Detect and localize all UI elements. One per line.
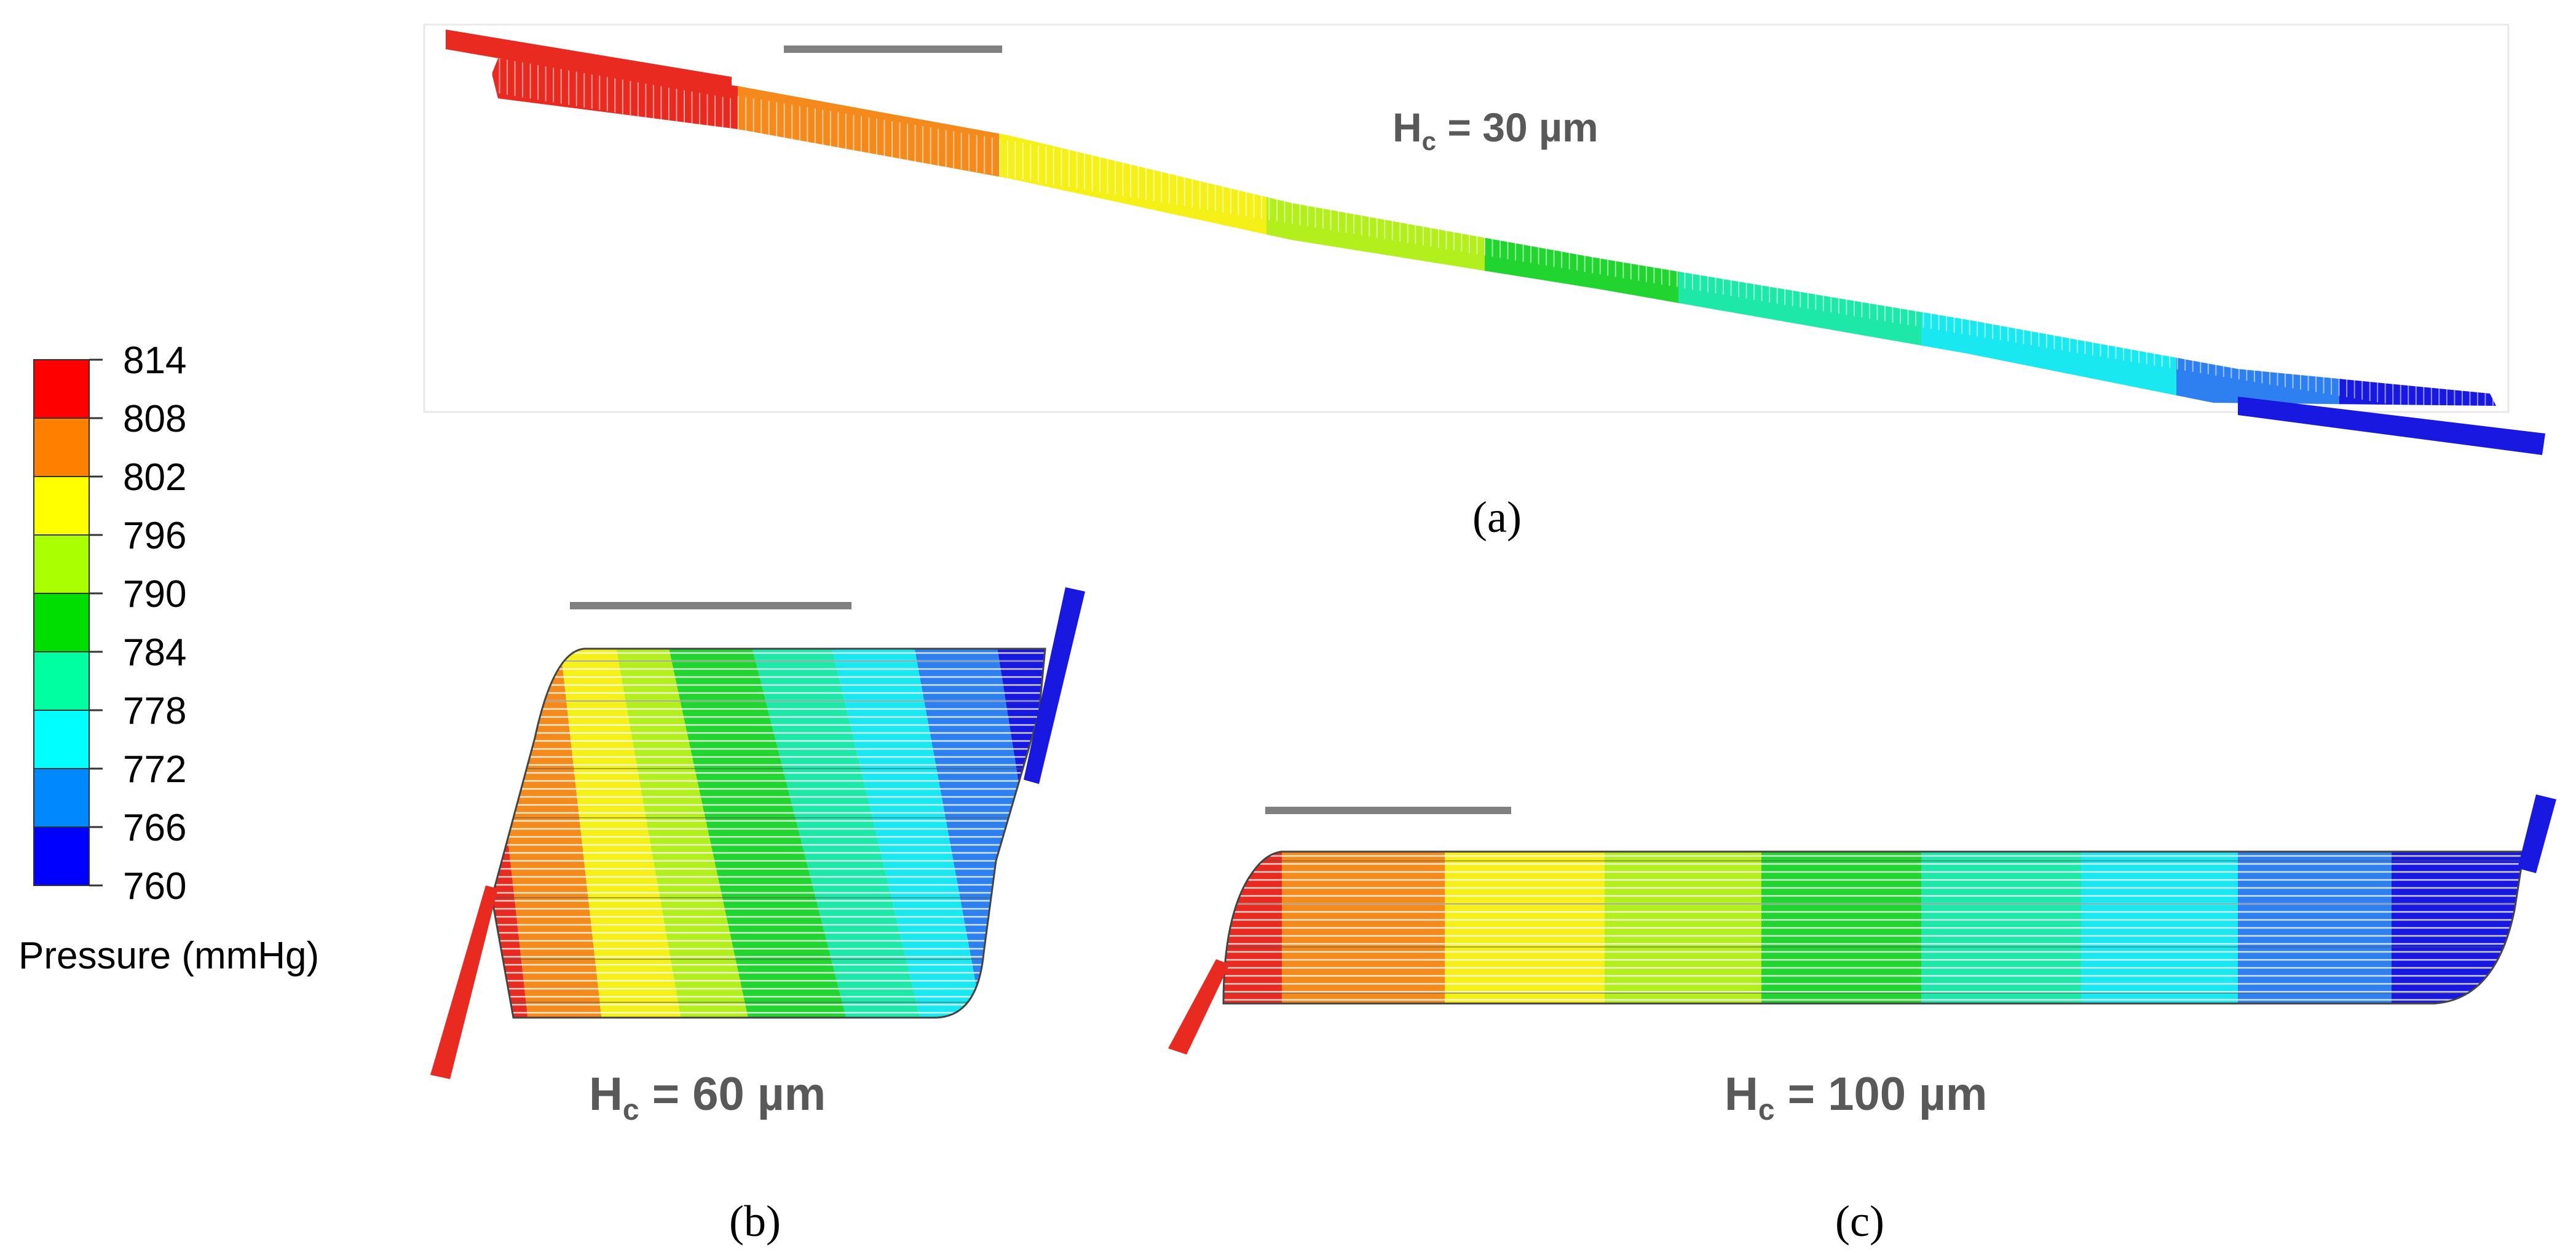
channel-block-c bbox=[1223, 852, 2524, 1004]
colorbar-tick-label: 766 bbox=[123, 807, 186, 849]
colorbar-swatch bbox=[33, 359, 90, 419]
panel-label-c: (c) bbox=[1835, 1197, 1884, 1246]
colorbar-tick-label: 760 bbox=[123, 865, 186, 908]
outlet-b bbox=[1024, 587, 1085, 784]
inlet-a bbox=[446, 30, 732, 98]
panel-c: Hc = 100 µm (c) bbox=[1168, 794, 2556, 1246]
zone-a-3 bbox=[999, 58, 1270, 406]
channel-lines-b bbox=[492, 652, 1045, 1014]
colorbar-swatch bbox=[33, 826, 90, 886]
colorbar-swatch bbox=[33, 418, 90, 477]
outline-c bbox=[1222, 850, 2525, 1005]
colorbar-tick-label: 772 bbox=[123, 748, 186, 791]
zone-b-6 bbox=[750, 649, 922, 1018]
channel-block-b bbox=[492, 649, 1045, 1018]
hc-label-c: Hc = 100 µm bbox=[1725, 1068, 1988, 1126]
zone-a-5 bbox=[1485, 58, 1681, 406]
zone-a-2 bbox=[738, 58, 1002, 406]
colorbar-tick-label: 790 bbox=[123, 573, 186, 616]
zone-b-7 bbox=[830, 649, 984, 1018]
colorbar-swatch bbox=[33, 593, 90, 652]
zone-a-8 bbox=[2176, 58, 2342, 406]
zone-b-4 bbox=[615, 649, 750, 1018]
zone-b-5 bbox=[667, 649, 848, 1018]
colorbar bbox=[33, 359, 90, 886]
zone-a-7 bbox=[1921, 58, 2179, 406]
hc-label-b: Hc = 60 µm bbox=[589, 1068, 826, 1126]
outlet-c bbox=[2518, 794, 2556, 873]
zone-a-6 bbox=[1678, 58, 1924, 406]
panel-a-frame bbox=[423, 23, 2510, 413]
channel-band-a bbox=[492, 58, 2496, 406]
zone-a-4 bbox=[1266, 58, 1488, 406]
panel-a: Hc = 30 µm (a) bbox=[423, 23, 2545, 542]
zone-b-9 bbox=[996, 649, 1045, 1018]
colorbar-swatch bbox=[33, 534, 90, 594]
inlet-c bbox=[1168, 959, 1230, 1055]
inlet-b bbox=[430, 885, 498, 1079]
colorbar-swatch bbox=[33, 651, 90, 711]
colorbar-ticks: 814 808 802 796 790 784 778 772 766 760 bbox=[89, 339, 186, 908]
legend-title: Pressure (mmHg) bbox=[18, 935, 319, 977]
colorbar-swatch bbox=[33, 476, 90, 536]
panel-b: Hc = 60 µm (b) bbox=[430, 587, 1085, 1246]
colorbar-tick-label: 808 bbox=[123, 398, 186, 440]
outline-b bbox=[491, 647, 1046, 1019]
colorbar-tick-label: 778 bbox=[123, 690, 186, 732]
colorbar-swatch bbox=[33, 768, 90, 828]
channel-lines-c bbox=[1223, 855, 2524, 1001]
colorbar-legend: 814 808 802 796 790 784 778 772 766 760 Pressure … bbox=[18, 339, 319, 977]
zone-b-3 bbox=[559, 649, 682, 1018]
colorbar-tick-label: 784 bbox=[123, 631, 186, 674]
colorbar-swatch bbox=[33, 710, 90, 769]
zone-b-1 bbox=[492, 649, 529, 1018]
panel-label-b: (b) bbox=[729, 1197, 781, 1246]
colorbar-tick-label: 802 bbox=[123, 456, 186, 499]
colorbar-tick-label: 814 bbox=[123, 339, 186, 382]
colorbar-tick-label: 796 bbox=[123, 515, 186, 557]
panel-label-a: (a) bbox=[1472, 493, 1522, 542]
hc-label-a: Hc = 30 µm bbox=[1393, 105, 1598, 156]
outlet-a bbox=[2238, 397, 2545, 455]
